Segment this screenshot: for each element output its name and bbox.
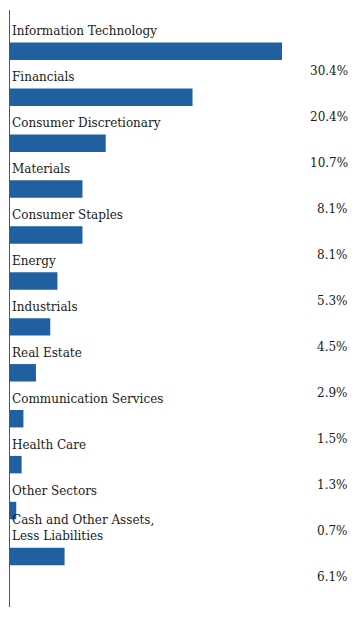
svg-text:20.4%: 20.4% bbox=[310, 110, 348, 124]
svg-text:Communication Services: Communication Services bbox=[12, 392, 163, 406]
svg-text:Cash and Other Assets,Less Lia: Cash and Other Assets,Less Liabilities bbox=[12, 513, 154, 543]
svg-text:Industrials: Industrials bbox=[12, 300, 78, 314]
svg-text:2.9%: 2.9% bbox=[317, 386, 348, 400]
svg-text:Materials: Materials bbox=[12, 162, 70, 176]
svg-text:1.5%: 1.5% bbox=[317, 432, 348, 446]
svg-text:Health Care: Health Care bbox=[12, 438, 86, 452]
svg-text:4.5%: 4.5% bbox=[317, 340, 348, 354]
svg-text:Financials: Financials bbox=[12, 70, 74, 84]
svg-text:8.1%: 8.1% bbox=[317, 202, 348, 216]
svg-text:Consumer Staples: Consumer Staples bbox=[12, 208, 123, 222]
svg-text:10.7%: 10.7% bbox=[310, 156, 348, 170]
svg-text:5.3%: 5.3% bbox=[317, 294, 348, 308]
svg-text:Consumer Discretionary: Consumer Discretionary bbox=[12, 116, 161, 130]
svg-text:30.4%: 30.4% bbox=[310, 64, 348, 78]
svg-text:8.1%: 8.1% bbox=[317, 248, 348, 262]
svg-text:0.7%: 0.7% bbox=[317, 524, 348, 538]
svg-text:Other Sectors: Other Sectors bbox=[12, 484, 97, 498]
svg-text:Energy: Energy bbox=[12, 254, 56, 268]
svg-text:Information Technology: Information Technology bbox=[12, 24, 157, 38]
svg-text:1.3%: 1.3% bbox=[317, 478, 348, 492]
svg-text:6.1%: 6.1% bbox=[317, 570, 348, 584]
svg-text:Real Estate: Real Estate bbox=[12, 346, 82, 360]
